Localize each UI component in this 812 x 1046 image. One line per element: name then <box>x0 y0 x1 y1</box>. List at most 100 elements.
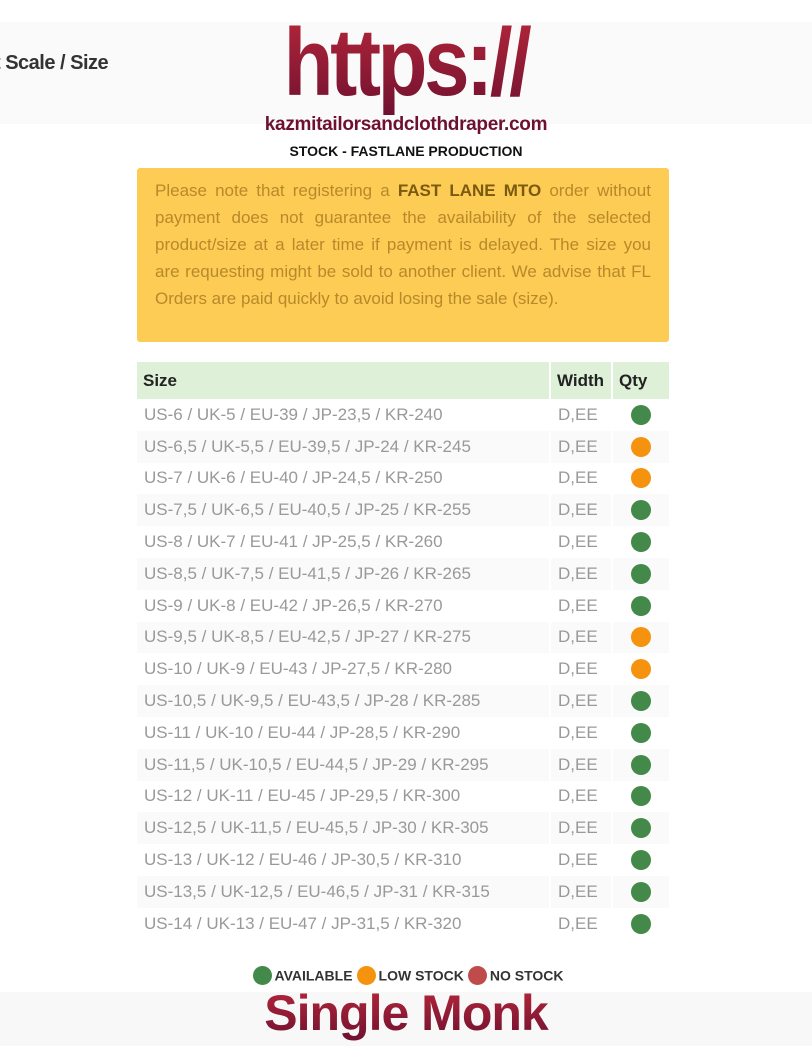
qty-cell <box>612 716 671 749</box>
width-cell: D,EE <box>550 748 613 781</box>
width-cell: D,EE <box>550 526 613 558</box>
size-cell: US-12 / UK-11 / EU-45 / JP-29,5 / KR-300 <box>137 780 551 813</box>
width-cell: D,EE <box>550 716 613 749</box>
width-cell: D,EE <box>550 875 613 908</box>
width-cell: D,EE <box>550 494 613 527</box>
table-row: US-14 / UK-13 / EU-47 / JP-31,5 / KR-320… <box>137 907 671 940</box>
notice-text: Please note that registering a <box>155 181 398 200</box>
qty-cell <box>612 589 671 622</box>
size-cell: US-11,5 / UK-10,5 / EU-44,5 / JP-29 / KR… <box>137 748 551 781</box>
width-cell: D,EE <box>550 844 613 876</box>
width-cell: D,EE <box>550 589 613 622</box>
qty-cell <box>612 557 671 590</box>
qty-cell <box>612 844 671 876</box>
footer-banner <box>0 992 812 1046</box>
qty-cell <box>612 748 671 781</box>
qty-cell <box>612 621 671 654</box>
status-low-icon <box>631 468 651 489</box>
width-cell: D,EE <box>550 462 613 495</box>
qty-cell <box>612 685 671 717</box>
table-row: US-11 / UK-10 / EU-44 / JP-28,5 / KR-290… <box>137 716 671 749</box>
legend-none-icon <box>467 966 487 985</box>
table-row: US-6 / UK-5 / EU-39 / JP-23,5 / KR-240 D,… <box>137 399 671 431</box>
table-row: US-13 / UK-12 / EU-46 / JP-30,5 / KR-310… <box>137 844 671 876</box>
qty-cell <box>612 812 671 845</box>
qty-cell <box>612 653 671 686</box>
width-cell: D,EE <box>550 621 613 654</box>
status-low-icon <box>631 627 651 648</box>
table-row: US-10,5 / UK-9,5 / EU-43,5 / JP-28 / KR-… <box>137 685 671 717</box>
product-title: Single Monk <box>0 984 812 1042</box>
size-cell: US-13 / UK-12 / EU-46 / JP-30,5 / KR-310 <box>137 844 551 876</box>
status-available-icon <box>631 404 651 425</box>
table-row: US-8,5 / UK-7,5 / EU-41,5 / JP-26 / KR-2… <box>137 557 671 590</box>
size-cell: US-9,5 / UK-8,5 / EU-42,5 / JP-27 / KR-2… <box>137 621 551 654</box>
size-cell: US-9 / UK-8 / EU-42 / JP-26,5 / KR-270 <box>137 589 551 622</box>
qty-cell <box>612 526 671 558</box>
width-cell: D,EE <box>550 812 613 845</box>
status-available-icon <box>631 691 651 712</box>
notice-text: order without payment does not guarantee… <box>155 181 651 308</box>
width-cell: D,EE <box>550 557 613 590</box>
qty-cell <box>612 462 671 495</box>
status-available-icon <box>631 563 651 584</box>
table-row: US-12,5 / UK-11,5 / EU-45,5 / JP-30 / KR… <box>137 812 671 845</box>
size-cell: US-13,5 / UK-12,5 / EU-46,5 / JP-31 / KR… <box>137 875 551 908</box>
qty-cell <box>612 907 671 940</box>
table-row: US-11,5 / UK-10,5 / EU-44,5 / JP-29 / KR… <box>137 748 671 781</box>
status-available-icon <box>631 913 651 934</box>
status-available-icon <box>631 786 651 807</box>
table-row: US-12 / UK-11 / EU-45 / JP-29,5 / KR-300… <box>137 780 671 813</box>
status-available-icon <box>631 532 651 553</box>
table-row: US-13,5 / UK-12,5 / EU-46,5 / JP-31 / KR… <box>137 875 671 908</box>
breadcrumb: t Scale / Size <box>0 52 109 74</box>
size-cell: US-7,5 / UK-6,5 / EU-40,5 / JP-25 / KR-2… <box>137 494 551 527</box>
col-size: Size <box>137 362 551 399</box>
table-row: US-9 / UK-8 / EU-42 / JP-26,5 / KR-270 D,… <box>137 589 671 622</box>
legend-label: NO STOCK <box>489 967 564 984</box>
size-cell: US-12,5 / UK-11,5 / EU-45,5 / JP-30 / KR… <box>137 812 551 845</box>
size-cell: US-11 / UK-10 / EU-44 / JP-28,5 / KR-290 <box>137 716 551 749</box>
status-available-icon <box>631 850 651 871</box>
legend-label: AVAILABLE <box>274 967 353 984</box>
top-banner <box>0 22 812 124</box>
size-cell: US-14 / UK-13 / EU-47 / JP-31,5 / KR-320 <box>137 907 551 940</box>
notice-box: Please note that registering a FAST LANE… <box>137 168 669 342</box>
status-available-icon <box>631 595 651 616</box>
size-cell: US-8 / UK-7 / EU-41 / JP-25,5 / KR-260 <box>137 526 551 558</box>
status-available-icon <box>631 754 651 775</box>
page-subtitle: STOCK - FASTLANE PRODUCTION <box>289 143 523 159</box>
status-available-icon <box>631 818 651 839</box>
size-table: Size Width Qty US-6 / UK-5 / EU-39 / JP-… <box>137 362 671 940</box>
qty-cell <box>612 494 671 527</box>
qty-cell <box>612 780 671 813</box>
size-cell: US-8,5 / UK-7,5 / EU-41,5 / JP-26 / KR-2… <box>137 557 551 590</box>
legend-low-icon <box>356 966 376 985</box>
notice-emphasis: FAST LANE MTO <box>397 181 542 200</box>
size-cell: US-6,5 / UK-5,5 / EU-39,5 / JP-24 / KR-2… <box>137 430 551 463</box>
col-qty: Qty <box>612 362 671 399</box>
width-cell: D,EE <box>550 685 613 717</box>
size-cell: US-6 / UK-5 / EU-39 / JP-23,5 / KR-240 <box>137 399 551 431</box>
width-cell: D,EE <box>550 653 613 686</box>
size-cell: US-10,5 / UK-9,5 / EU-43,5 / JP-28 / KR-… <box>137 685 551 717</box>
size-cell: US-7 / UK-6 / EU-40 / JP-24,5 / KR-250 <box>137 462 551 495</box>
table-row: US-10 / UK-9 / EU-43 / JP-27,5 / KR-280 D… <box>137 653 671 686</box>
site-domain: kazmitailorsandclothdraper.com <box>264 114 548 135</box>
width-cell: D,EE <box>550 780 613 813</box>
table-row: US-8 / UK-7 / EU-41 / JP-25,5 / KR-260 D,… <box>137 526 671 558</box>
legend: AVAILABLE LOW STOCK NO STOCK <box>0 966 812 985</box>
qty-cell <box>612 399 671 431</box>
size-cell: US-10 / UK-9 / EU-43 / JP-27,5 / KR-280 <box>137 653 551 686</box>
table-row: US-7 / UK-6 / EU-40 / JP-24,5 / KR-250 D,… <box>137 462 671 495</box>
legend-available-icon <box>252 966 272 985</box>
col-width: Width <box>550 362 613 399</box>
table-row: US-7,5 / UK-6,5 / EU-40,5 / JP-25 / KR-2… <box>137 494 671 527</box>
qty-cell <box>612 430 671 463</box>
width-cell: D,EE <box>550 399 613 431</box>
status-available-icon <box>631 500 651 521</box>
table-row: US-6,5 / UK-5,5 / EU-39,5 / JP-24 / KR-2… <box>137 430 671 463</box>
qty-cell <box>612 875 671 908</box>
width-cell: D,EE <box>550 907 613 940</box>
status-available-icon <box>631 881 651 902</box>
